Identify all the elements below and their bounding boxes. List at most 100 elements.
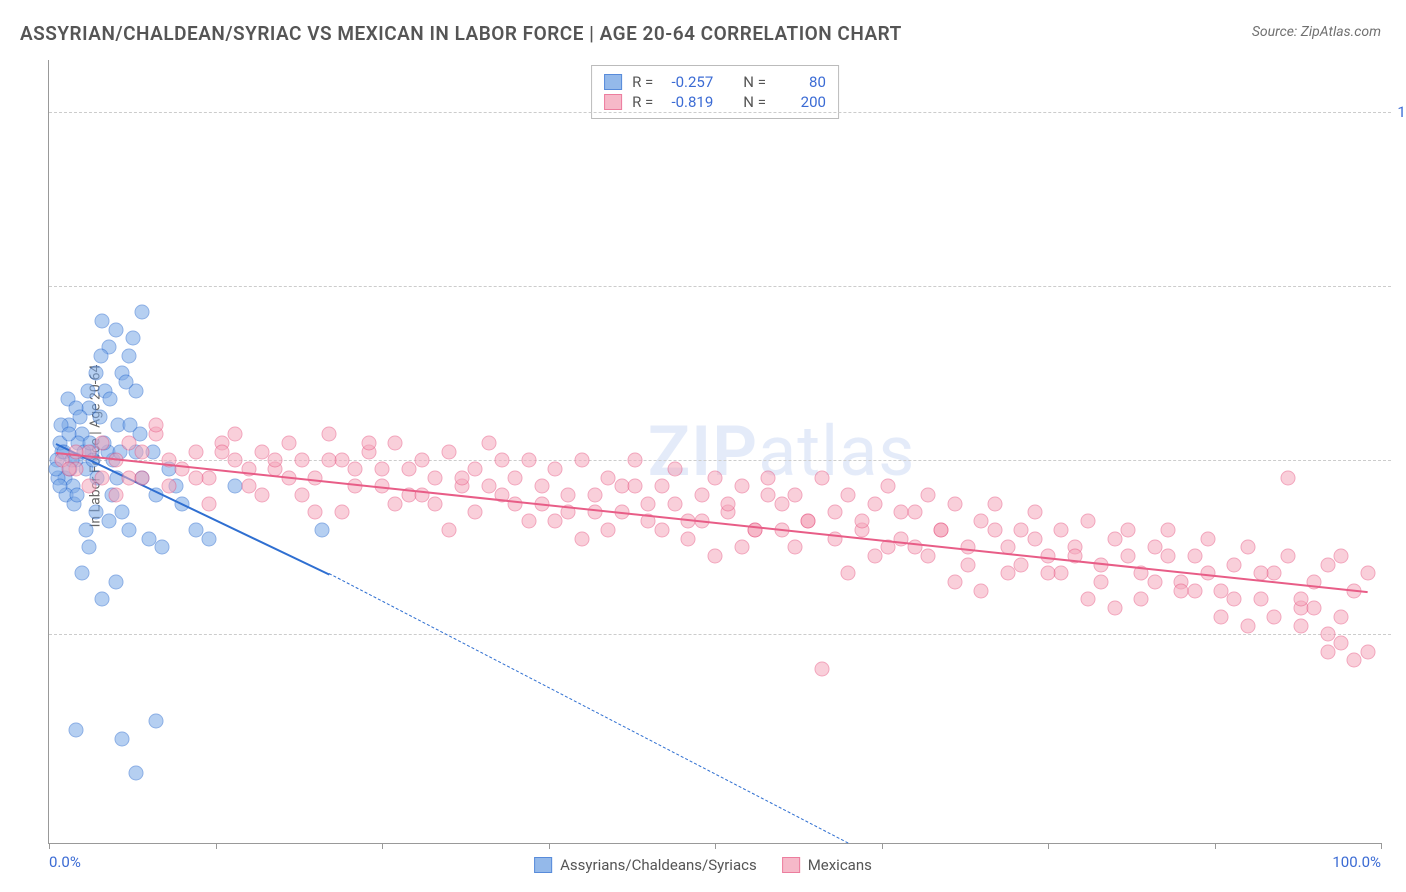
scatter-point [574, 453, 589, 468]
scatter-point [201, 496, 216, 511]
scatter-point [135, 470, 150, 485]
scatter-point [668, 496, 683, 511]
scatter-point [155, 540, 170, 555]
scatter-point [1254, 592, 1269, 607]
n-label: N = [743, 93, 766, 111]
stats-row-series1: R = -0.257 N = 80 [604, 72, 826, 92]
scatter-point [79, 522, 94, 537]
scatter-point [188, 470, 203, 485]
scatter-point [1187, 548, 1202, 563]
xtick [1048, 843, 1049, 849]
scatter-point [148, 418, 163, 433]
scatter-point [375, 461, 390, 476]
scatter-point [125, 331, 140, 346]
scatter-point [108, 322, 123, 337]
scatter-point [1294, 618, 1309, 633]
scatter-point [1174, 583, 1189, 598]
ytick-label: 100.0% [1397, 103, 1406, 121]
scatter-point [161, 479, 176, 494]
scatter-point [1107, 531, 1122, 546]
scatter-point [1267, 566, 1282, 581]
xtick-label-right: 100.0% [1332, 853, 1381, 871]
scatter-point [854, 514, 869, 529]
scatter-point [1001, 566, 1016, 581]
n-label: N = [743, 73, 766, 91]
scatter-point [315, 522, 330, 537]
scatter-point [747, 522, 762, 537]
scatter-point [1334, 609, 1349, 624]
scatter-point [52, 479, 67, 494]
scatter-point [361, 435, 376, 450]
scatter-point [1160, 548, 1175, 563]
scatter-point [987, 522, 1002, 537]
scatter-point [1334, 635, 1349, 650]
scatter-point [787, 540, 802, 555]
scatter-point [1347, 653, 1362, 668]
scatter-point [1134, 592, 1149, 607]
scatter-point [708, 548, 723, 563]
xtick-label-left: 0.0% [49, 853, 81, 871]
scatter-point [295, 453, 310, 468]
scatter-point [1280, 470, 1295, 485]
scatter-point [135, 444, 150, 459]
scatter-point [548, 461, 563, 476]
scatter-point [1014, 557, 1029, 572]
scatter-point [814, 470, 829, 485]
legend-label-series1: Assyrians/Chaldeans/Syriacs [560, 856, 757, 874]
r-value-series2: -0.819 [663, 93, 713, 111]
scatter-point [255, 488, 270, 503]
scatter-point [787, 488, 802, 503]
scatter-point [921, 548, 936, 563]
scatter-point [481, 479, 496, 494]
scatter-point [894, 505, 909, 520]
scatter-point [588, 488, 603, 503]
scatter-point [148, 714, 163, 729]
scatter-point [774, 496, 789, 511]
scatter-point [115, 731, 130, 746]
stats-row-series2: R = -0.819 N = 200 [604, 92, 826, 112]
scatter-point [215, 444, 230, 459]
correlation-chart: ASSYRIAN/CHALDEAN/SYRIAC VS MEXICAN IN L… [0, 0, 1406, 892]
scatter-point [481, 435, 496, 450]
scatter-point [1267, 609, 1282, 624]
scatter-point [119, 374, 134, 389]
xtick [382, 843, 383, 849]
scatter-point [1054, 522, 1069, 537]
xtick [882, 843, 883, 849]
xtick [1381, 843, 1382, 849]
scatter-point [574, 531, 589, 546]
scatter-point [80, 383, 95, 398]
scatter-point [121, 435, 136, 450]
scatter-point [428, 470, 443, 485]
scatter-point [348, 461, 363, 476]
scatter-point [1027, 531, 1042, 546]
scatter-point [508, 470, 523, 485]
scatter-point [1094, 575, 1109, 590]
scatter-point [115, 505, 130, 520]
scatter-point [92, 409, 107, 424]
scatter-point [295, 488, 310, 503]
scatter-point [508, 496, 523, 511]
scatter-point [654, 522, 669, 537]
scatter-point [668, 461, 683, 476]
bottom-legend: Assyrians/Chaldeans/Syriacs Mexicans [534, 856, 872, 874]
scatter-point [1240, 618, 1255, 633]
scatter-point [95, 592, 110, 607]
xtick [49, 843, 50, 849]
scatter-point [1294, 592, 1309, 607]
scatter-point [75, 566, 90, 581]
scatter-point [88, 366, 103, 381]
scatter-point [1120, 522, 1135, 537]
scatter-point [121, 522, 136, 537]
scatter-point [1360, 644, 1375, 659]
gridline [49, 634, 1391, 635]
scatter-point [101, 514, 116, 529]
scatter-point [281, 435, 296, 450]
scatter-point [1080, 592, 1095, 607]
scatter-point [414, 453, 429, 468]
scatter-point [468, 461, 483, 476]
gridline [49, 112, 1391, 113]
scatter-point [947, 575, 962, 590]
scatter-point [61, 427, 76, 442]
scatter-point [388, 435, 403, 450]
